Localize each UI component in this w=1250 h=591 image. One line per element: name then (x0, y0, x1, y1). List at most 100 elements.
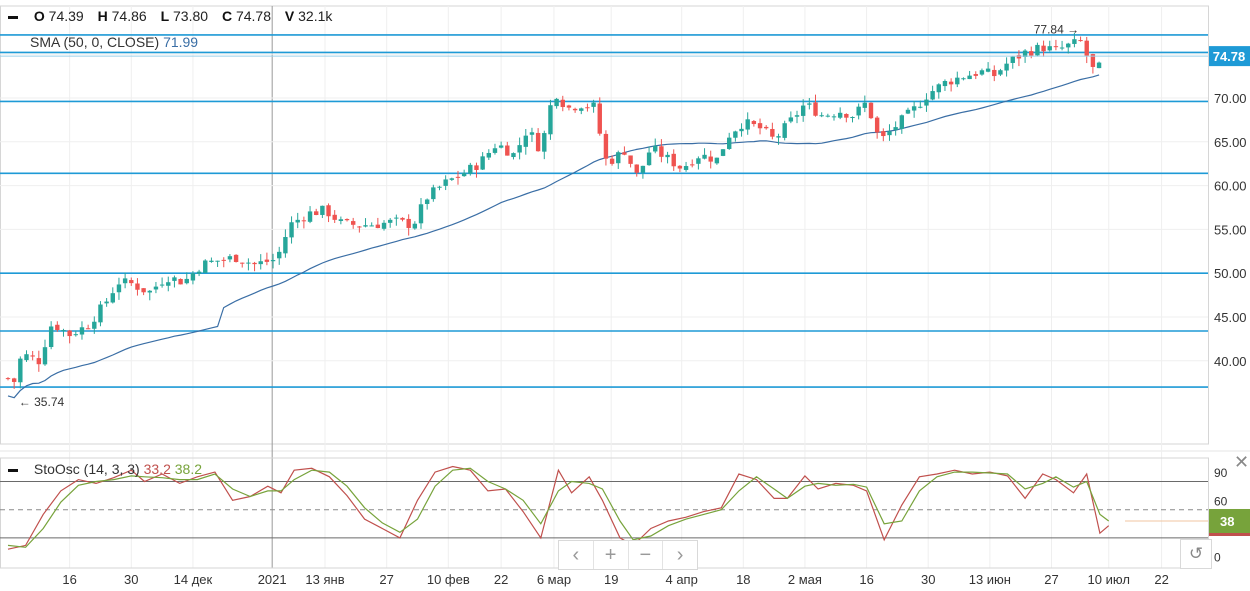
candle-up (24, 354, 29, 361)
candle-up (443, 179, 448, 186)
price-annotations: 74.78 77.84 → ← 35.74 (0, 22, 1250, 409)
candle-up (215, 260, 220, 262)
candle-up (967, 75, 972, 80)
candle-up (683, 166, 689, 170)
candle-down (671, 153, 676, 167)
stochastic-tick-label: 90 (1214, 466, 1228, 480)
collapse-icon[interactable] (8, 15, 18, 19)
candle-down (585, 107, 590, 109)
candle-up (548, 105, 553, 135)
close-indicator-icon[interactable]: ✕ (1234, 452, 1250, 472)
candle-down (1016, 55, 1022, 59)
candle-up (739, 128, 744, 132)
candle-up (702, 154, 707, 159)
candle-down (455, 176, 461, 178)
stochastic-value-label: 38 (1220, 514, 1234, 529)
candle-up (1022, 50, 1028, 57)
candle-down (992, 69, 997, 77)
candle-down (1090, 54, 1096, 67)
scroll-right-button[interactable]: › (676, 543, 684, 566)
candle-up (73, 334, 79, 336)
candle-up (979, 70, 985, 75)
candle-up (258, 261, 263, 265)
candle-up (461, 173, 467, 177)
candle-down (233, 254, 239, 262)
candle-down (332, 214, 337, 220)
x-tick-label: 22 (494, 572, 508, 587)
candle-up (116, 284, 122, 293)
stochastic-legend[interactable]: StoOsc (14, 3, 3) 33.2 38.2 (8, 461, 202, 477)
candle-down (1041, 45, 1046, 52)
candle-down (757, 123, 763, 129)
candle-down (36, 358, 42, 365)
candle-up (147, 290, 152, 293)
candle-up (850, 117, 855, 119)
zoom-out-button[interactable]: − (629, 541, 664, 569)
candle-down (344, 219, 350, 221)
candle-down (129, 280, 134, 284)
scroll-left-button[interactable]: ‹ (559, 541, 594, 569)
x-tick-label: 14 дек (174, 572, 213, 587)
price-pane-frame (0, 5, 1209, 445)
candle-up (369, 225, 374, 227)
candle-down (30, 355, 35, 357)
candle-up (905, 109, 911, 114)
min-price-label: ← 35.74 (19, 395, 65, 409)
stochastic-d-line (7, 467, 1110, 548)
candle-up (320, 205, 325, 215)
candle-up (437, 186, 442, 188)
low-value: 73.80 (173, 8, 209, 24)
candle-up (61, 330, 66, 332)
candle-up (862, 102, 868, 108)
x-tick-label: 4 апр (665, 572, 697, 587)
candle-up (887, 131, 892, 136)
x-tick-label: 16 (859, 572, 873, 587)
candle-down (708, 156, 713, 162)
stochastic-k-tag (1209, 532, 1250, 536)
horizontal-levels (0, 34, 1208, 388)
zoom-in-button[interactable]: + (594, 541, 629, 569)
candle-down (406, 218, 411, 228)
candle-down (813, 102, 818, 116)
reset-chart-button[interactable]: ↺ (1180, 539, 1212, 569)
candle-down (375, 224, 381, 229)
low-label: L (160, 8, 170, 24)
candle-up (511, 153, 516, 158)
candle-up (289, 222, 294, 238)
collapse-icon[interactable] (8, 468, 18, 472)
sma-legend[interactable]: SMA (50, 0, CLOSE) 71.99 (30, 34, 198, 50)
candle-up (412, 223, 418, 229)
candle-up (42, 347, 48, 365)
stochastic-value-tag (1209, 508, 1250, 533)
candle-down (55, 324, 60, 330)
close-label: C (221, 8, 233, 24)
price-axis: 40.00 45.00 50.00 55.00 60.00 65.00 70.00 (1214, 91, 1247, 369)
y-tick-label: 45.00 (1214, 310, 1247, 325)
y-tick-label: 55.00 (1214, 222, 1247, 237)
candle-up (424, 199, 430, 204)
stochastic-label: StoOsc (14, 3, 3) (33, 461, 140, 477)
candle-up (295, 219, 300, 223)
candle-up (640, 165, 646, 173)
candle-up (529, 132, 535, 135)
x-tick-label: 6 мар (537, 572, 571, 587)
candlesticks (5, 32, 1102, 389)
x-tick-label: 27 (1044, 572, 1058, 587)
candle-down (326, 205, 331, 217)
candle-down (763, 126, 769, 129)
candle-up (825, 115, 831, 117)
candle-up (387, 219, 393, 223)
candle-down (252, 262, 257, 265)
candle-up (998, 70, 1003, 75)
candle-down (628, 155, 633, 164)
candle-down (178, 278, 183, 285)
candle-up (184, 278, 189, 284)
last-price-label: 74.78 (1213, 49, 1246, 64)
candle-up (646, 152, 652, 166)
candle-up (1035, 44, 1040, 56)
stochastic-tick-label: 0 (1214, 551, 1221, 565)
candle-up (856, 106, 861, 116)
navigation-toolbar: ‹ + − › (558, 540, 698, 570)
volume-label: V (284, 8, 295, 24)
